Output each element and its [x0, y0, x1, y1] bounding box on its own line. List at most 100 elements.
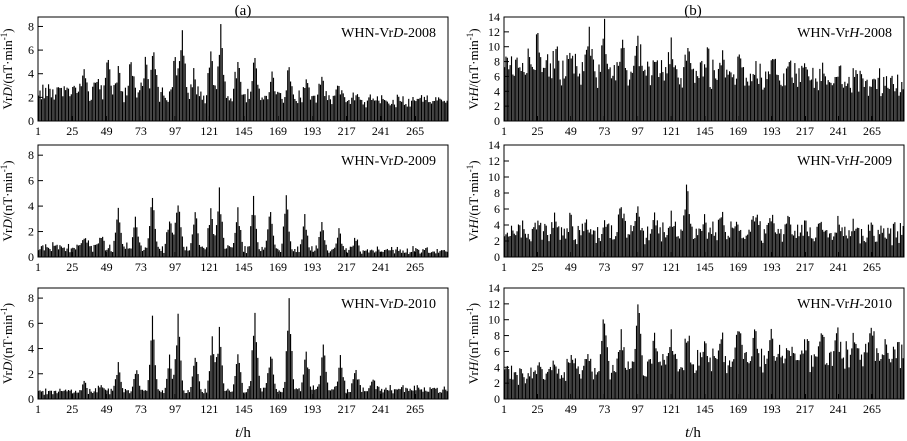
bar: [806, 231, 808, 257]
x-tick-label: 97: [632, 260, 644, 274]
bar: [640, 333, 642, 399]
bar: [622, 218, 624, 257]
bar: [75, 390, 77, 399]
bar: [815, 237, 817, 257]
bar: [207, 380, 209, 399]
bar: [834, 340, 836, 399]
x-tick-label: 97: [632, 124, 644, 138]
bar: [211, 61, 213, 121]
bar: [247, 88, 249, 121]
bar: [895, 88, 897, 121]
bar: [133, 379, 135, 399]
bar: [779, 344, 781, 399]
bar: [100, 238, 102, 257]
bar: [361, 99, 363, 121]
bar: [680, 78, 682, 121]
bar: [606, 63, 608, 121]
bar: [217, 66, 219, 121]
bar: [594, 230, 596, 257]
bar: [651, 229, 653, 257]
bar: [755, 61, 757, 121]
bar: [352, 92, 354, 121]
bar: [784, 85, 786, 121]
bar: [701, 230, 703, 257]
x-tick-label: 169: [729, 402, 747, 416]
bar: [515, 372, 517, 399]
bar: [623, 213, 625, 257]
bar: [217, 353, 219, 399]
bar: [788, 62, 790, 121]
bar: [855, 70, 857, 121]
bar: [770, 221, 772, 257]
bar: [208, 224, 210, 257]
bar: [606, 224, 608, 257]
bar: [315, 245, 317, 257]
bar: [573, 363, 575, 399]
bar: [756, 214, 758, 257]
bar: [166, 232, 168, 257]
bar: [883, 228, 885, 257]
bar: [317, 248, 319, 257]
bar: [180, 50, 182, 121]
bar: [144, 247, 146, 257]
bar: [231, 101, 233, 121]
bar: [315, 389, 317, 399]
bar: [144, 390, 146, 399]
bar: [556, 227, 558, 257]
bar: [174, 57, 176, 121]
bar: [181, 30, 183, 122]
bar: [203, 95, 205, 121]
bar: [762, 372, 764, 399]
bar: [602, 38, 604, 121]
bar: [647, 361, 649, 399]
bar: [873, 78, 875, 121]
bar: [198, 96, 201, 121]
bar: [712, 59, 714, 121]
bar: [512, 379, 514, 399]
bar: [281, 392, 283, 399]
bar: [391, 246, 393, 257]
bar: [512, 74, 514, 121]
bar: [156, 379, 158, 399]
bar: [436, 100, 438, 121]
bar: [317, 386, 319, 399]
bar: [597, 227, 599, 257]
bar: [510, 56, 513, 121]
bar: [373, 252, 376, 257]
bar: [338, 85, 340, 121]
bar: [133, 76, 135, 121]
bar: [205, 95, 208, 121]
bar: [241, 241, 243, 257]
bar: [302, 226, 304, 257]
bar: [161, 87, 164, 121]
bar: [666, 235, 668, 257]
bar: [634, 348, 636, 399]
bar: [284, 381, 286, 399]
bar: [699, 62, 701, 121]
bar: [53, 99, 55, 121]
x-tick-label: 49: [565, 260, 577, 274]
bar: [629, 79, 631, 121]
bar: [248, 246, 250, 257]
bar: [897, 231, 899, 257]
x-tick-label: 169: [269, 260, 287, 274]
bar: [547, 54, 549, 122]
bar: [817, 90, 820, 121]
bar: [123, 246, 125, 257]
bar: [150, 340, 152, 399]
bar: [356, 379, 359, 399]
bar: [722, 50, 724, 121]
bar: [547, 235, 549, 257]
x-tick-label: 241: [372, 124, 390, 138]
bar: [884, 85, 886, 121]
bar: [534, 222, 536, 257]
bar: [776, 74, 778, 121]
bar: [271, 71, 273, 121]
bar: [56, 393, 58, 399]
bar: [548, 241, 550, 257]
bar: [383, 99, 386, 121]
bar: [79, 83, 81, 121]
x-tick-label: 265: [863, 124, 881, 138]
bar: [375, 100, 377, 121]
